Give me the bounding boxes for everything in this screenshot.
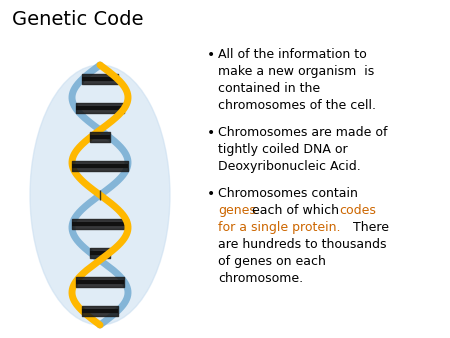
Text: contained in the: contained in the	[218, 82, 320, 95]
Text: are hundreds to thousands: are hundreds to thousands	[218, 238, 387, 251]
Text: •: •	[207, 126, 215, 140]
Text: of genes on each: of genes on each	[218, 255, 326, 268]
Text: •: •	[207, 48, 215, 62]
Text: chromosomes of the cell.: chromosomes of the cell.	[218, 99, 376, 112]
Text: Genetic Code: Genetic Code	[12, 10, 144, 29]
Text: for a single protein.: for a single protein.	[218, 221, 341, 234]
Text: make a new organism  is: make a new organism is	[218, 65, 374, 78]
Text: All of the information to: All of the information to	[218, 48, 367, 61]
Text: each of which: each of which	[248, 204, 343, 217]
Text: There: There	[345, 221, 389, 234]
Text: genes: genes	[218, 204, 256, 217]
Ellipse shape	[30, 65, 170, 325]
Text: Deoxyribonucleic Acid.: Deoxyribonucleic Acid.	[218, 160, 361, 173]
Text: •: •	[207, 187, 215, 201]
Text: tightly coiled DNA or: tightly coiled DNA or	[218, 143, 347, 156]
Text: chromosome.: chromosome.	[218, 272, 303, 285]
Text: Chromosomes contain: Chromosomes contain	[218, 187, 358, 200]
Text: codes: codes	[339, 204, 376, 217]
Text: Chromosomes are made of: Chromosomes are made of	[218, 126, 387, 139]
